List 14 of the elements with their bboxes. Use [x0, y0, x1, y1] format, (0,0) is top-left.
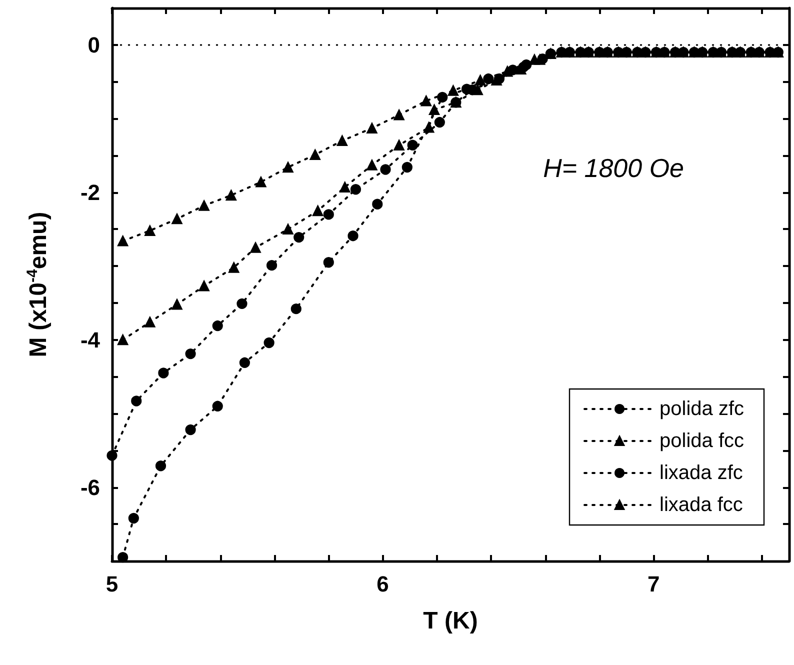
- x-tick-label: 7: [647, 572, 660, 596]
- legend-label: polida zfc: [660, 398, 744, 420]
- y-tick-label: 0: [88, 32, 100, 58]
- y-axis-title: M (x10-4emu): [24, 212, 52, 358]
- legend-label: lixada zfc: [660, 462, 743, 484]
- y-tick-label: -6: [80, 474, 100, 500]
- y-tick-label: -4: [80, 327, 101, 352]
- legend-label: polida fcc: [660, 430, 744, 452]
- x-tick-label: 6: [376, 572, 389, 596]
- y-tick-label: -2: [80, 180, 100, 205]
- x-tick-label: 5: [106, 572, 118, 596]
- x-axis-title: T (K): [423, 608, 478, 634]
- annotation: H= 1800 Oe: [543, 153, 684, 183]
- legend-label: lixada fcc: [660, 494, 743, 516]
